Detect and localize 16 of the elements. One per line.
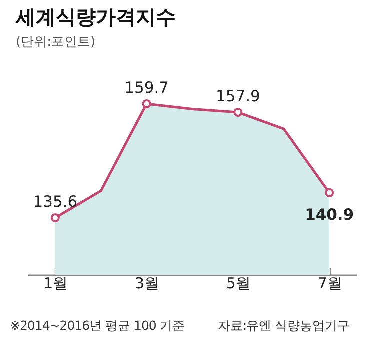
data-label: 159.7 <box>124 79 169 97</box>
chart-title: 세계식량가격지수 <box>15 5 176 29</box>
data-label: 140.9 <box>305 206 354 224</box>
point <box>50 213 60 223</box>
x-tick-label: 7월 <box>318 274 342 292</box>
annotation: ※2014~2016년 평균 100 기준 <box>10 318 185 335</box>
chart-subtitle: (단위:포인트) <box>16 35 96 50</box>
x-tick-label: 5월 <box>226 274 251 292</box>
point <box>325 188 334 198</box>
data-label: 157.9 <box>216 88 260 106</box>
point <box>142 99 152 109</box>
x-tick-label: 1월 <box>44 274 68 292</box>
data-label: 135.6 <box>33 193 78 211</box>
annotation: 자료:유엔 식량농업기구 <box>218 318 350 335</box>
x-tick-label: 3월 <box>135 274 160 292</box>
point <box>234 108 243 118</box>
